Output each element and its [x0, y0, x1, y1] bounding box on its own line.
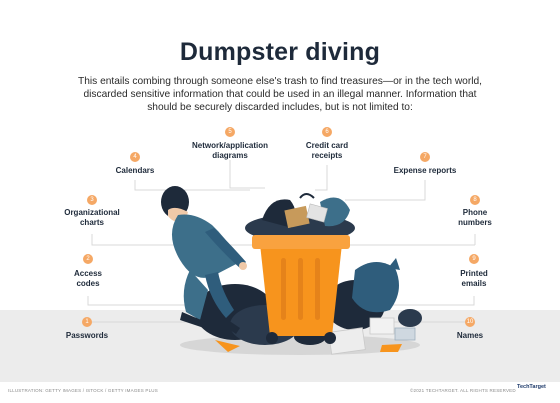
marker-7: 7 [420, 152, 430, 162]
techtarget-logo: TechTarget [517, 384, 546, 390]
label-network-application-diagrams: Network/application diagrams [191, 141, 268, 160]
marker-5: 5 [225, 127, 235, 137]
trash-bin [252, 235, 350, 344]
marker-1: 1 [82, 317, 92, 327]
overflow-trash [245, 193, 355, 242]
label-expense-reports: Expense reports [393, 166, 457, 175]
marker-10: 10 [465, 317, 475, 327]
label-names: Names [456, 331, 484, 340]
label-passwords: Passwords [65, 331, 109, 340]
label-credit-card-receipts: Credit card receipts [305, 141, 349, 160]
page-title: Dumpster diving [179, 38, 381, 66]
marker-8: 8 [470, 195, 480, 205]
marker-6: 6 [322, 127, 332, 137]
copyright-credit: ©2021 TECHTARGET. ALL RIGHTS RESERVED [410, 388, 516, 393]
intro-text: This entails combing through someone els… [78, 76, 482, 113]
label-access-codes: Access codes [73, 269, 103, 288]
label-phone-numbers: Phone numbers [458, 208, 492, 227]
marker-2: 2 [83, 254, 93, 264]
marker-3: 3 [87, 195, 97, 205]
person-figure [161, 186, 247, 334]
label-calendars: Calendars [115, 166, 155, 175]
marker-9: 9 [469, 254, 479, 264]
label-organizational-charts: Organizational charts [64, 208, 120, 227]
marker-4: 4 [130, 152, 140, 162]
label-printed-emails: Printed emails [460, 269, 488, 288]
illustration-credit: ILLUSTRATION: GETTY IMAGES / ISTOCK / GE… [8, 388, 158, 393]
